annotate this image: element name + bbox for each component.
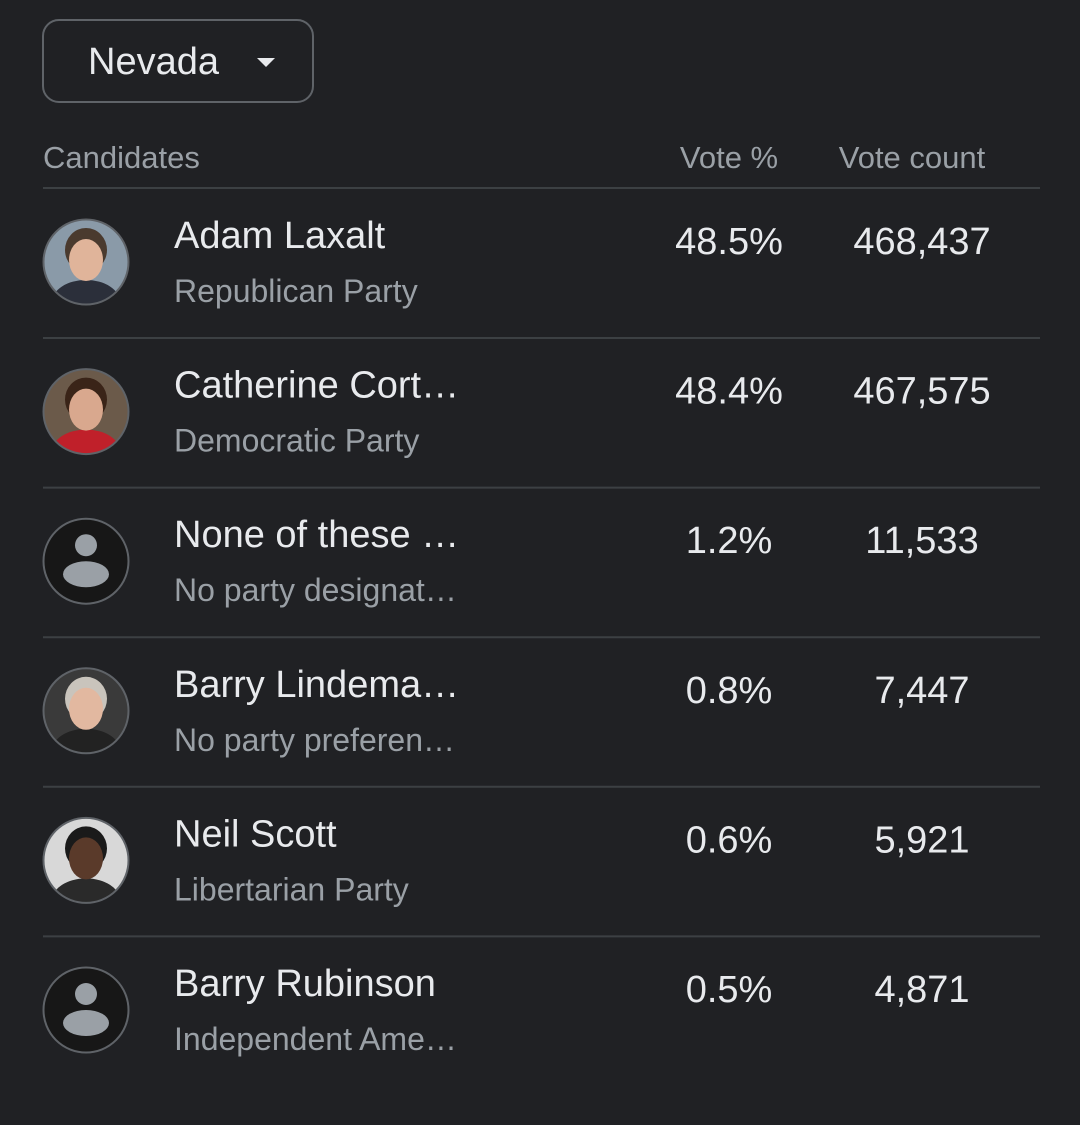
candidate-name: Adam Laxalt <box>174 215 386 257</box>
avatar-body <box>52 878 120 903</box>
candidate-party: Republican Party <box>174 273 418 309</box>
vote-percent: 1.2% <box>686 520 773 562</box>
vote-percent: 48.4% <box>675 371 783 413</box>
candidate-party: Libertarian Party <box>174 871 409 907</box>
avatar-body <box>52 728 120 753</box>
vote-percent: 48.5% <box>675 221 783 263</box>
vote-count: 5,921 <box>874 819 969 861</box>
vote-percent: 0.6% <box>686 819 773 861</box>
avatar-photo <box>44 818 128 903</box>
vote-count: 7,447 <box>874 670 969 712</box>
vote-percent: 0.8% <box>686 670 773 712</box>
avatar-photo <box>44 220 128 304</box>
avatar-photo <box>44 369 128 454</box>
header-candidates: Candidates <box>43 140 200 175</box>
candidate-name: Barry Rubinson <box>174 963 436 1005</box>
candidate-name: Catherine Cort… <box>174 365 459 407</box>
avatar-ring <box>42 816 130 904</box>
candidate-name: Barry Lindema… <box>174 664 459 706</box>
candidate-party: No party designat… <box>174 572 457 608</box>
candidate-row: Adam Laxalt Republican Party 48.5% 468,437 <box>42 215 1040 339</box>
avatar-ring <box>42 667 130 755</box>
avatar-body <box>52 429 120 454</box>
avatar-ring <box>42 218 130 306</box>
candidate-party: No party preferen… <box>174 722 455 758</box>
avatar-photo <box>44 668 128 753</box>
avatar-face <box>69 837 103 880</box>
dropdown-border[interactable] <box>42 19 314 103</box>
vote-count: 4,871 <box>874 969 969 1011</box>
vote-count: 467,575 <box>853 371 990 413</box>
vote-count: 11,533 <box>865 520 978 562</box>
candidate-party: Democratic Party <box>174 423 419 459</box>
dropdown-label[interactable]: Nevada <box>88 41 220 83</box>
avatar-shoulders <box>63 1010 109 1036</box>
candidate-name: None of these … <box>174 514 459 556</box>
avatar-face <box>69 388 103 431</box>
avatar-face <box>69 687 103 730</box>
dropdown-arrow[interactable] <box>257 58 275 67</box>
candidate-name: Neil Scott <box>174 813 337 855</box>
candidate-party: Independent Ame… <box>174 1021 457 1057</box>
avatar-head <box>75 534 97 557</box>
vote-percent: 0.5% <box>686 969 773 1011</box>
rows: Adam Laxalt Republican Party 48.5% 468,437 C… <box>42 215 1040 1057</box>
vote-count: 468,437 <box>853 221 990 263</box>
avatar-body <box>52 280 120 304</box>
candidate-row: Neil Scott Libertarian Party 0.6% 5,921 <box>42 813 1040 938</box>
avatar-shoulders <box>63 561 109 588</box>
avatar-ring <box>42 368 130 456</box>
header-vote-pct: Vote % <box>680 140 778 175</box>
avatar-face <box>69 239 103 281</box>
state-dropdown[interactable]: Nevada <box>42 19 314 103</box>
candidate-row: Barry Lindema… No party preferen… 0.8% 7,44… <box>42 664 1040 788</box>
avatar-head <box>75 983 97 1005</box>
candidate-row: Catherine Cort… Democratic Party 48.4% 467,… <box>42 365 1040 489</box>
candidate-row: Barry Rubinson Independent Ame… 0.5% 4,871 <box>42 963 970 1057</box>
header-vote-count: Vote count <box>839 140 986 175</box>
candidate-row: None of these … No party designat… 1.2% 11,… <box>42 514 1040 639</box>
